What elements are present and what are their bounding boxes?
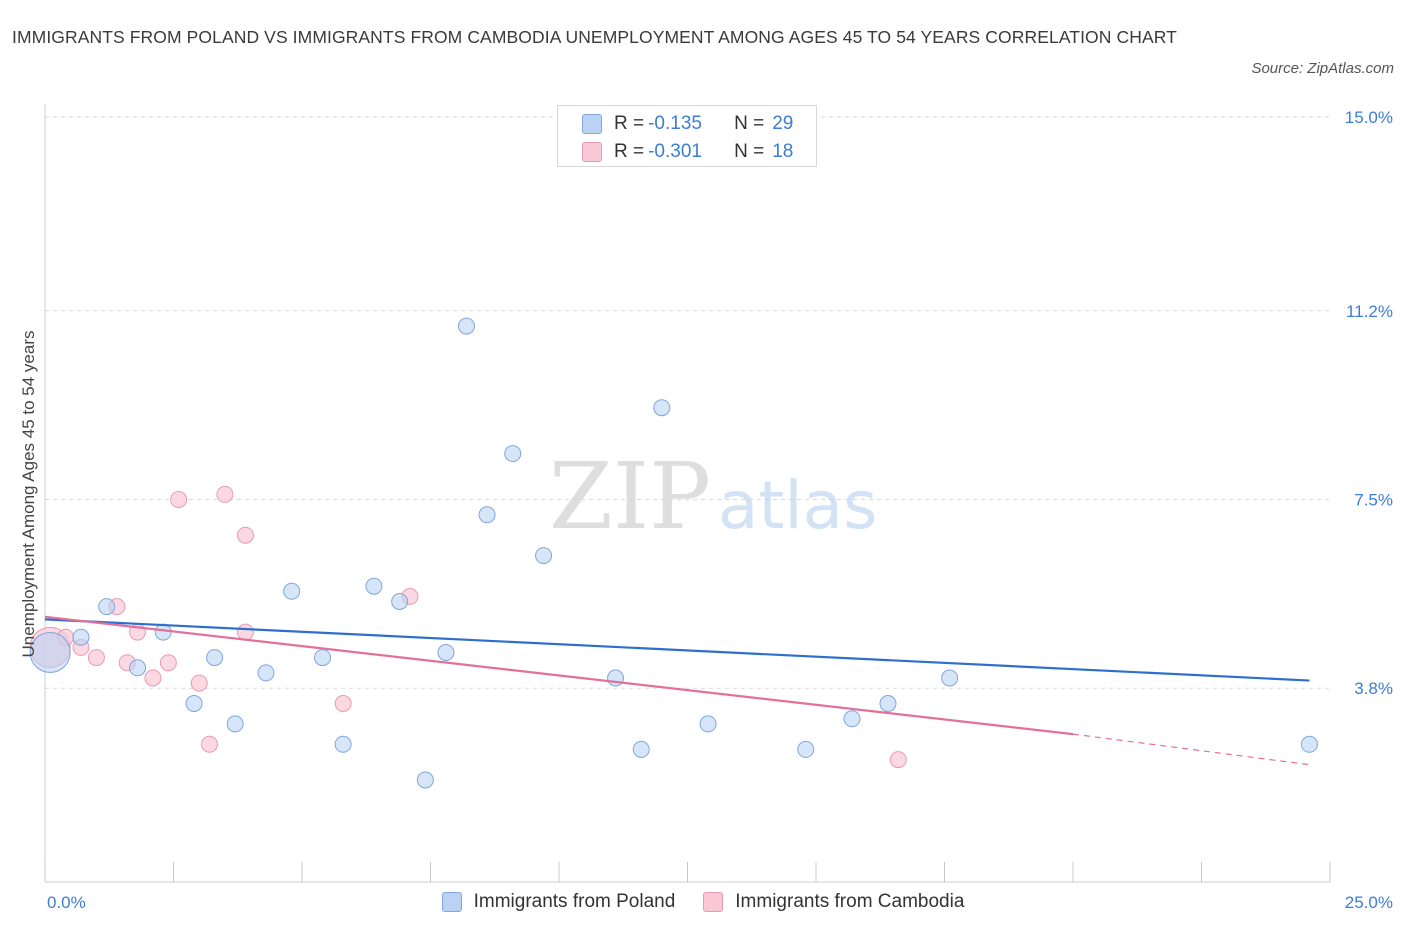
- cambodia-point: [889, 751, 907, 769]
- r-value: -0.135: [648, 113, 702, 134]
- poland-trend-line: [44, 618, 1310, 682]
- cambodia-point: [200, 735, 218, 753]
- poland-swatch: [582, 114, 602, 134]
- legend-label-poland: Immigrants from Poland: [473, 891, 676, 912]
- axes: [44, 104, 1331, 883]
- y-tick-label: 3.8%: [1354, 679, 1393, 698]
- legend-item-poland[interactable]: Immigrants from Poland: [441, 891, 676, 913]
- legend-label-cambodia: Immigrants from Cambodia: [735, 891, 965, 912]
- poland-point: [504, 445, 522, 463]
- y-tick-label: 7.5%: [1354, 491, 1393, 510]
- poland-point: [437, 644, 455, 661]
- cambodia-point: [144, 669, 162, 687]
- cambodia-point: [87, 649, 105, 667]
- poland-point: [632, 740, 650, 758]
- cambodia-point: [334, 695, 352, 712]
- series-legend: Immigrants from Poland Immigrants from C…: [0, 888, 1406, 916]
- poland-point: [226, 715, 244, 733]
- watermark: ZIP atlas: [549, 443, 878, 550]
- n-value: 18: [772, 141, 794, 162]
- cambodia-point: [190, 674, 208, 692]
- poland-point: [653, 399, 671, 417]
- r-label: R =: [614, 141, 645, 162]
- cambodia-point: [236, 526, 254, 544]
- n-value: 29: [772, 113, 794, 134]
- y-axis-label: Unemployment Among Ages 45 to 54 years: [19, 331, 38, 658]
- gridlines: [45, 116, 1330, 689]
- series-poland-points: [29, 317, 1318, 789]
- r-value: -0.301: [648, 141, 702, 162]
- n-label: N =: [734, 113, 765, 134]
- poland-point: [257, 664, 275, 682]
- cambodia-point: [236, 623, 254, 641]
- poland-point: [797, 740, 815, 758]
- source-label: Source: ZipAtlas.com: [1251, 60, 1394, 77]
- y-tick-label: 11.2%: [1346, 302, 1393, 321]
- tick-labels: 3.8% 7.5% 11.2% 15.0% 0.0% 25.0%: [47, 108, 1393, 912]
- cambodia-trend-line: [44, 615, 1074, 736]
- cambodia-swatch: [582, 142, 602, 162]
- poland-point: [941, 669, 959, 687]
- poland-point: [206, 649, 224, 667]
- legend-row-poland: R = -0.135 N = 29: [582, 110, 793, 138]
- poland-point: [416, 771, 434, 789]
- poland-swatch: [441, 892, 462, 912]
- poland-point: [1300, 735, 1318, 753]
- cambodia-point: [216, 485, 234, 503]
- trend-lines: [44, 615, 1310, 766]
- watermark-zip: ZIP: [549, 443, 711, 550]
- correlation-legend: R = -0.135 N = 29 R = -0.301 N = 18: [557, 105, 817, 167]
- poland-point: [334, 735, 352, 753]
- poland-point: [154, 623, 172, 641]
- poland-point: [283, 582, 301, 600]
- poland-point: [72, 628, 90, 646]
- y-tick-label: 15.0%: [1345, 108, 1393, 127]
- poland-point: [129, 659, 147, 677]
- poland-point: [365, 577, 383, 595]
- poland-point: [185, 695, 203, 712]
- poland-point: [391, 593, 409, 610]
- r-label: R =: [614, 113, 645, 134]
- poland-point: [699, 715, 717, 733]
- cambodia-swatch: [703, 892, 724, 912]
- poland-point: [98, 598, 116, 616]
- cambodia-point: [170, 491, 188, 508]
- watermark-atlas: atlas: [718, 467, 878, 544]
- poland-point: [457, 317, 475, 335]
- poland-point: [29, 632, 71, 673]
- poland-point: [314, 649, 332, 667]
- poland-point: [879, 695, 897, 712]
- cambodia-trend-extension: [1072, 733, 1310, 766]
- cambodia-point: [159, 654, 177, 672]
- n-label: N =: [734, 141, 765, 162]
- poland-point: [535, 547, 553, 565]
- legend-item-cambodia[interactable]: Immigrants from Cambodia: [703, 891, 964, 913]
- poland-point: [478, 506, 496, 524]
- legend-row-cambodia: R = -0.301 N = 18: [582, 138, 793, 166]
- chart-title: IMMIGRANTS FROM POLAND VS IMMIGRANTS FRO…: [12, 27, 1177, 47]
- x-tick-label: 25.0%: [1345, 893, 1393, 912]
- x-tick-label: 0.0%: [47, 893, 86, 912]
- poland-point: [843, 710, 861, 728]
